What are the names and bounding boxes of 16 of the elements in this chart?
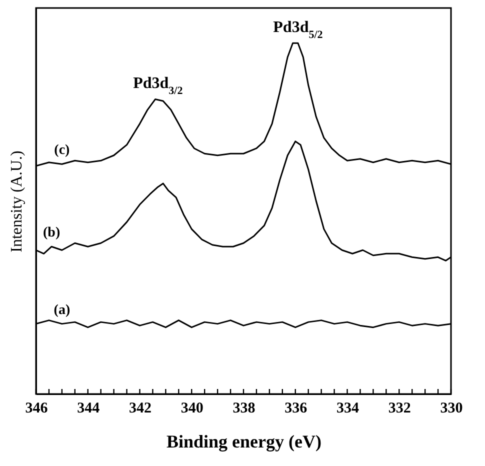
x-tick-label: 336 <box>284 400 308 416</box>
x-tick-label: 330 <box>440 400 463 416</box>
series-label: (a) <box>54 302 70 318</box>
x-axis-title: Binding energy (eV) <box>166 432 322 452</box>
y-axis-title: Intensity (A.U.) <box>8 150 26 252</box>
series-label: (b) <box>43 226 60 241</box>
series-label: (c) <box>54 143 70 158</box>
x-tick-label: 344 <box>77 400 100 416</box>
annotation: Pd3d$_{5/2}$ <box>273 19 324 42</box>
x-tick-label: 342 <box>129 400 152 416</box>
x-tick-label: 332 <box>388 400 411 416</box>
annotation: Pd3d$_{3/2}$ <box>133 75 184 98</box>
x-tick-label: 338 <box>232 400 256 416</box>
x-tick-label: 346 <box>25 400 48 416</box>
x-tick-label: 340 <box>180 400 204 416</box>
x-tick-label: 334 <box>336 400 360 416</box>
